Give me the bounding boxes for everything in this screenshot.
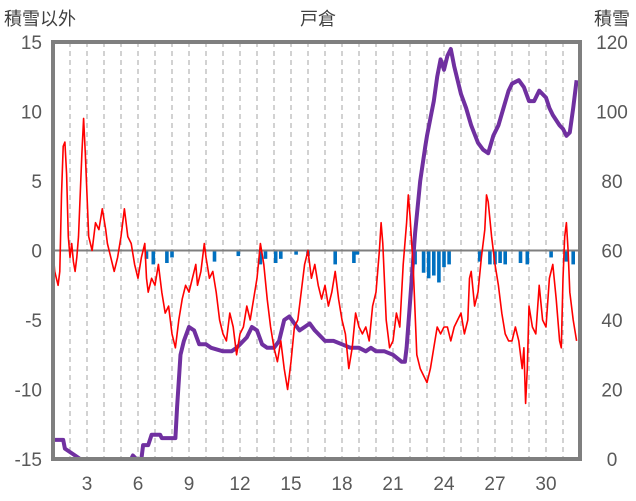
left-tick-label: -10 bbox=[15, 381, 42, 402]
precipitation-bar bbox=[212, 250, 217, 262]
precipitation-bar bbox=[493, 250, 497, 265]
precipitation-bar bbox=[258, 250, 263, 265]
right-tick-label: 60 bbox=[601, 242, 622, 263]
precipitation-bar bbox=[564, 250, 569, 262]
left-tick-label: 0 bbox=[31, 242, 42, 263]
precipitation-bar bbox=[151, 250, 156, 265]
precipitation-bar bbox=[477, 250, 482, 262]
precipitation-bar bbox=[549, 250, 553, 258]
left-tick-label: 10 bbox=[21, 103, 42, 124]
precipitation-bar bbox=[263, 250, 268, 259]
x-axis-ticks: 3 6 9 12 15 18 21 24 27 30 bbox=[82, 474, 557, 495]
precipitation-bar bbox=[421, 250, 426, 273]
chart-title: 戸倉 bbox=[300, 9, 336, 30]
temperature-line bbox=[52, 117, 578, 405]
right-tick-label: 100 bbox=[596, 103, 628, 124]
right-tick-label: 80 bbox=[601, 172, 622, 193]
precipitation-bar bbox=[488, 250, 492, 265]
snow-depth-line bbox=[53, 47, 579, 461]
precipitation-bar bbox=[498, 250, 502, 264]
x-tick-label: 12 bbox=[229, 474, 250, 495]
precipitation-bar bbox=[273, 250, 278, 264]
left-tick-label: 5 bbox=[31, 172, 42, 193]
left-axis-ticks: 15 10 5 0 -5 -10 -15 bbox=[15, 33, 42, 471]
precipitation-bar bbox=[352, 250, 356, 264]
precipitation-bar bbox=[437, 250, 441, 283]
precipitation-bar bbox=[525, 250, 530, 265]
left-tick-label: -15 bbox=[15, 450, 42, 471]
plot-frame bbox=[51, 40, 582, 461]
x-tick-label: 27 bbox=[484, 474, 505, 495]
precipitation-bar bbox=[503, 250, 507, 265]
precipitation-bar bbox=[426, 250, 431, 279]
right-tick-label: 40 bbox=[601, 311, 622, 332]
left-axis-label: 積雪以外 bbox=[4, 9, 76, 30]
precipitation-bar bbox=[432, 250, 436, 276]
precipitation-bar bbox=[442, 250, 446, 268]
x-tick-label: 3 bbox=[82, 474, 93, 495]
precipitation-bar bbox=[355, 250, 360, 255]
precipitation-bar bbox=[279, 250, 283, 259]
x-tick-label: 24 bbox=[433, 474, 455, 495]
left-tick-label: 15 bbox=[21, 33, 42, 54]
x-tick-label: 18 bbox=[331, 474, 352, 495]
right-axis-label: 積雪 bbox=[594, 9, 630, 30]
right-tick-label: 0 bbox=[607, 450, 618, 471]
precipitation-bar bbox=[294, 250, 298, 255]
precipitation-bar bbox=[165, 250, 169, 264]
precipitation-bar bbox=[236, 250, 241, 257]
x-tick-label: 6 bbox=[133, 474, 144, 495]
precipitation-bar bbox=[518, 250, 523, 264]
x-tick-label: 9 bbox=[184, 474, 195, 495]
precipitation-bar bbox=[447, 250, 451, 265]
precipitation-bar bbox=[333, 250, 337, 265]
x-tick-label: 15 bbox=[280, 474, 301, 495]
precipitation-bar bbox=[170, 250, 174, 258]
precipitation-bar bbox=[571, 250, 575, 265]
precipitation-bar bbox=[144, 250, 149, 259]
right-axis-ticks: 120 100 80 60 40 20 0 bbox=[596, 33, 628, 471]
left-tick-label: -5 bbox=[25, 311, 42, 332]
right-tick-label: 20 bbox=[601, 381, 622, 402]
right-tick-label: 120 bbox=[596, 33, 628, 54]
x-tick-label: 30 bbox=[535, 474, 556, 495]
x-tick-label: 21 bbox=[382, 474, 403, 495]
